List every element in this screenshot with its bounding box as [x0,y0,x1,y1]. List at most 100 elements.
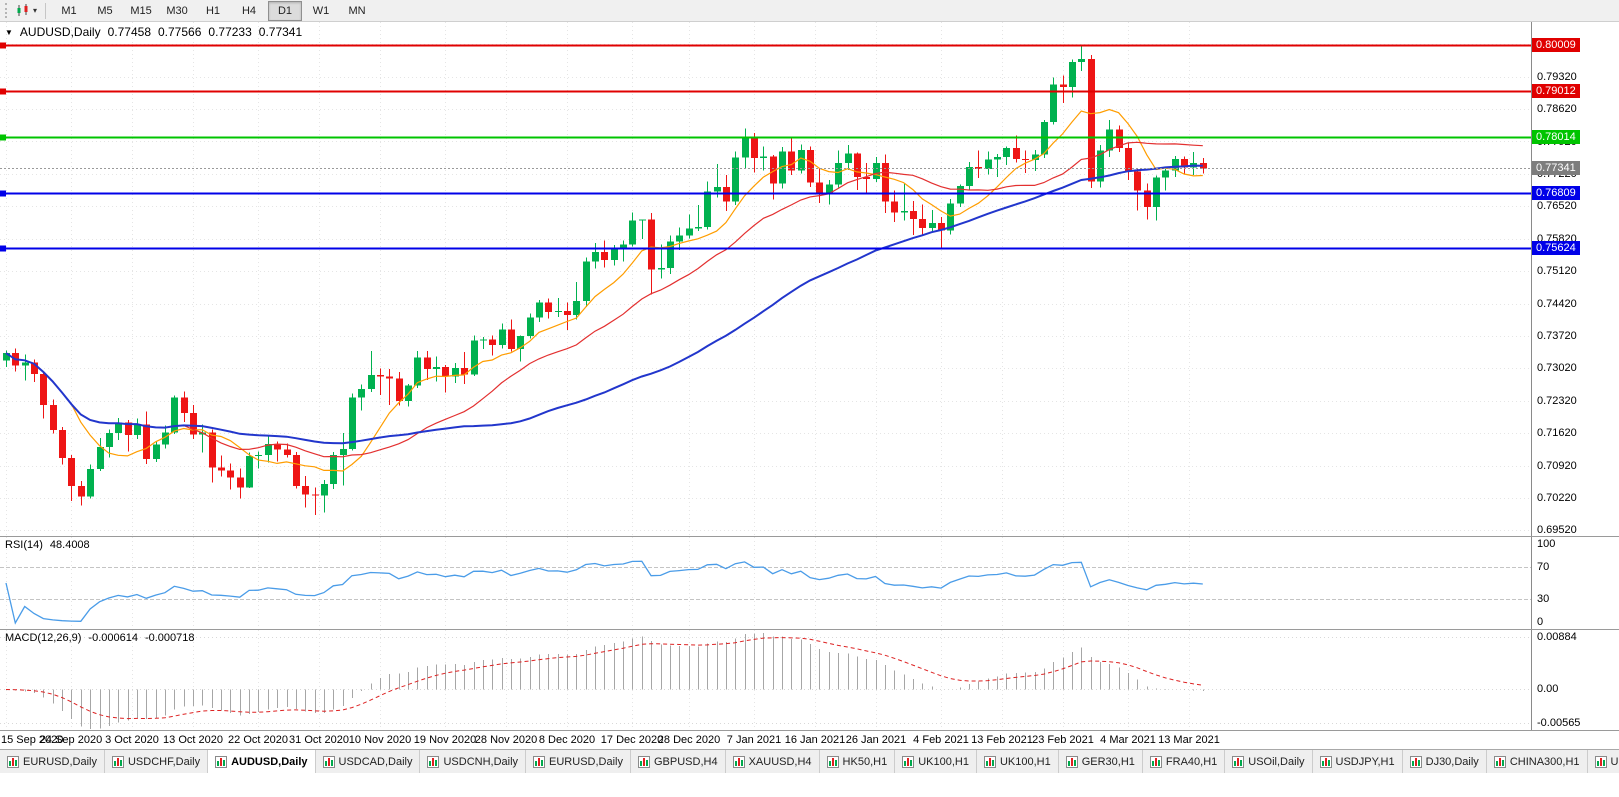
chart-tab-icon [826,755,839,768]
price-axis-label: 0.74420 [1537,297,1577,310]
timeframe-button-d1[interactable]: D1 [268,0,303,21]
chart-tab-usdchf-daily[interactable]: USDCHF,Daily [104,750,209,773]
chart-tab-eurusd-daily[interactable]: EURUSD,Daily [526,750,631,773]
hline-price-tag[interactable]: 0.78014 [1532,130,1580,145]
chart-tab-label: USDJPY,H1 [1335,755,1395,768]
chart-tab-label: EURUSD,Daily [549,755,623,768]
price-axis-label: 0.73020 [1537,362,1577,375]
timeframe-button-w1[interactable]: W1 [312,4,330,17]
date-axis-label: 28 Nov 2020 [474,734,538,746]
timeframe-toolbar: ▾ M1 M5 M15 M30 H1 H4 D1 W1 MN [0,0,1619,22]
chart-tab-icon [427,755,440,768]
chart-tab-icon [1409,755,1422,768]
timeframe-button-m30[interactable]: M30 [166,4,188,17]
chart-dropdown-caret[interactable]: ▾ [33,6,38,15]
price-axis-label: 0.72320 [1537,394,1577,407]
rsi-value: 48.4008 [49,539,90,551]
macd-signal-line [5,637,1203,720]
macd-name: MACD(12,26,9) [5,632,82,644]
hline-price-tag[interactable]: 0.80009 [1532,37,1580,52]
timeframe-button-m15[interactable]: M15 [130,4,152,17]
symbol-period-label: AUDUSD,Daily [19,25,101,39]
chart-tab-uk100-h1[interactable]: UK100,H1 [895,750,977,773]
chart-tab-label: USOil,Daily [1248,755,1305,768]
chart-tab-xauusd-h4[interactable]: XAUUSD,H4 [725,750,820,773]
rsi-axis[interactable]: 100 70 30 0 [1531,537,1619,629]
date-axis-label: 24 Sep 2020 [39,734,103,746]
price-axis-label: 0.73720 [1537,330,1577,342]
chart-tab-usoil-[interactable]: USOil, [1587,750,1619,773]
timeframe-button-h1[interactable]: H1 [205,4,221,17]
price-axis-label: 0.79320 [1537,70,1577,83]
line-anchor-handle [0,88,6,95]
chart-tab-label: USOil, [1610,755,1619,768]
chart-tab-fra40-h1[interactable]: FRA40,H1 [1142,750,1226,773]
hline-price-tag[interactable]: 0.79012 [1532,83,1580,98]
date-axis-label: 28 Dec 2020 [657,734,721,746]
hline-price-tag[interactable]: 0.75624 [1532,240,1580,255]
chart-tab-hk50-h1[interactable]: HK50,H1 [819,750,896,773]
macd-signal-value: -0.000718 [144,632,195,644]
chart-tab-icon [1594,755,1607,768]
timeframe-button-m5[interactable]: M5 [97,4,113,17]
price-axis-label: 0.70920 [1537,459,1577,472]
main-chart-plot[interactable] [0,22,1531,536]
date-axis-label: 26 Jan 2021 [845,734,907,746]
chart-tab-usdcnh-daily[interactable]: USDCNH,Daily [420,750,527,773]
high-value: 0.77566 [158,25,202,39]
chart-tab-icon [983,755,996,768]
rsi-plot[interactable] [0,537,1531,629]
date-axis-label: 22 Oct 2020 [228,734,288,746]
macd-axis[interactable]: 0.00884 0.00 -0.00565 [1531,630,1619,730]
price-axis[interactable]: 0.800200.793200.786200.779200.772200.765… [1531,22,1619,536]
rsi-panel: 100 70 30 0 RSI(14) 48.4008 [0,537,1619,629]
date-axis-label: 7 Jan 2021 [726,734,782,746]
date-axis-label: 3 Oct 2020 [105,734,159,746]
date-axis-label: 31 Oct 2020 [289,734,349,746]
panel-divider[interactable] [0,536,1619,537]
chart-tab-icon [1065,755,1078,768]
chart-tab-usoil-daily[interactable]: USOil,Daily [1225,750,1313,773]
chart-tab-usdcad-daily[interactable]: USDCAD,Daily [315,750,421,773]
chart-tab-label: CHINA300,H1 [1509,755,1580,768]
chart-tab-label: DJ30,Daily [1425,755,1479,768]
ma-line-50 [5,164,1203,445]
candlestick-chart-icon[interactable] [16,4,31,17]
chart-tab-uk100-h1[interactable]: UK100,H1 [976,750,1059,773]
timeframe-button-h4[interactable]: H4 [241,4,257,17]
toolbar-grip[interactable] [5,3,10,18]
price-axis-label: 0.71620 [1537,427,1577,440]
chart-tab-icon [1319,755,1332,768]
chart-tab-usdjpy-h1[interactable]: USDJPY,H1 [1312,750,1403,773]
chart-tab-bar: EURUSD,Daily USDCHF,Daily AUDUSD,Daily USDC… [0,749,1619,773]
date-axis[interactable]: 15 Sep 2020 24 Sep 2020 3 Oct 2020 13 Oct 2… [0,730,1619,749]
macd-axis-label: 0.00 [1537,683,1559,696]
date-axis-label: 13 Feb 2021 [971,734,1033,746]
macd-histogram [15,633,1204,730]
timeframe-button-mn[interactable]: MN [348,4,366,17]
macd-axis-label: -0.00565 [1537,717,1581,729]
timeframe-button-m1[interactable]: M1 [61,4,77,17]
chart-tab-gbpusd-h4[interactable]: GBPUSD,H4 [631,750,726,773]
line-anchor-handle [0,190,6,197]
chart-tab-audusd-daily[interactable]: AUDUSD,Daily [208,750,316,773]
rsi-axis-label: 70 [1537,561,1550,573]
quick-nav-triangle-icon[interactable]: ▼ [5,27,13,37]
date-axis-label: 4 Mar 2021 [1100,734,1156,746]
macd-plot[interactable] [0,630,1531,730]
price-axis-label: 0.69520 [1537,524,1577,536]
chart-tab-eurusd-daily[interactable]: EURUSD,Daily [0,750,105,773]
chart-tab-dj30-daily[interactable]: DJ30,Daily [1402,750,1487,773]
rsi-axis-label: 30 [1537,593,1550,605]
panel-divider[interactable] [0,629,1619,630]
date-axis-label: 13 Oct 2020 [163,734,223,746]
line-anchor-handle [0,42,6,49]
chart-tab-ger30-h1[interactable]: GER30,H1 [1058,750,1143,773]
date-axis-label: 15 Sep 2020 [1,734,64,746]
rsi-axis-label: 100 [1537,538,1556,550]
chart-tab-china300-h1[interactable]: CHINA300,H1 [1486,750,1588,773]
chart-tab-label: GBPUSD,H4 [654,755,718,768]
rsi-title: RSI(14) 48.4008 [5,539,90,551]
hline-price-tag[interactable]: 0.76809 [1532,185,1580,200]
